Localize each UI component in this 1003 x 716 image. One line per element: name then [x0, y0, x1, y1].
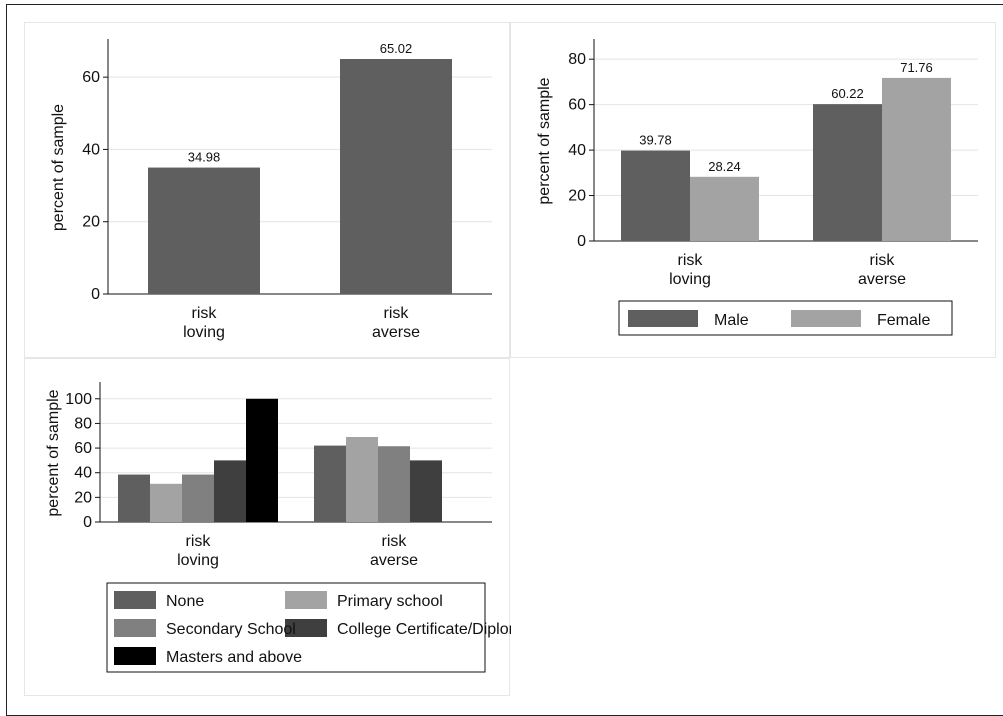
- y-tick-label: 60: [74, 440, 92, 457]
- chart-overall: 0 20 40 60 percent of sample 34.98 risk loving 6…: [50, 39, 492, 341]
- bar-value-label: 28.24: [708, 159, 741, 174]
- bar: [182, 474, 214, 522]
- y-tick-label: 80: [74, 415, 92, 432]
- chart-gender: 0 20 40 60 80 percent of sample 39.78 28.24 risk…: [536, 39, 978, 336]
- y-tick-label: 20: [74, 489, 92, 506]
- legend-label: None: [166, 593, 204, 610]
- x-tick-label: risk: [382, 533, 408, 550]
- bar: [346, 436, 378, 522]
- legend-label: College Certificate/Diploma: [337, 621, 511, 638]
- y-axis-label: percent of sample: [45, 389, 62, 516]
- x-tick-label: averse: [370, 552, 418, 569]
- bar-value-label: 34.98: [188, 150, 221, 165]
- y-tick-label: 40: [82, 141, 100, 158]
- x-tick-label: averse: [858, 271, 906, 288]
- legend-label: Secondary School: [166, 621, 296, 638]
- bar: [148, 167, 260, 294]
- x-tick-label: risk: [870, 252, 896, 269]
- x-tick-label: risk: [678, 252, 704, 269]
- legend-swatch: [791, 310, 861, 327]
- bar-value-label: 39.78: [639, 133, 672, 148]
- bar-value-label: 71.76: [900, 60, 933, 75]
- bar: [246, 398, 278, 522]
- x-tick-label: loving: [177, 552, 219, 569]
- bar: [690, 176, 759, 241]
- legend-swatch: [285, 619, 327, 637]
- panel-education: 0 20 40 60 80 100 percent of sample risk loving r…: [24, 358, 531, 696]
- legend-label: Female: [877, 312, 930, 329]
- bar-value-label: 60.22: [831, 86, 864, 101]
- bar: [378, 446, 410, 522]
- y-tick-label: 0: [91, 286, 100, 303]
- bar: [214, 460, 246, 522]
- x-tick-label: loving: [669, 271, 711, 288]
- x-tick-label: risk: [186, 533, 212, 550]
- legend-label: Male: [714, 312, 749, 329]
- x-tick-label: loving: [183, 324, 225, 341]
- bar: [621, 150, 690, 241]
- panel-gender: 0 20 40 60 80 percent of sample 39.78 28.24 risk…: [510, 22, 996, 358]
- y-tick-label: 0: [577, 233, 586, 250]
- x-tick-label: risk: [384, 305, 410, 322]
- bar-value-label: 65.02: [380, 41, 413, 56]
- y-tick-label: 0: [83, 514, 92, 531]
- legend-swatch: [285, 591, 327, 609]
- bar: [314, 445, 346, 522]
- bar: [410, 460, 442, 522]
- legend-label: Masters and above: [166, 649, 302, 666]
- bar: [882, 77, 951, 241]
- y-tick-label: 60: [82, 69, 100, 86]
- y-tick-label: 20: [568, 188, 586, 205]
- bar: [150, 483, 182, 522]
- legend-label: Primary school: [337, 593, 443, 610]
- y-axis-label: percent of sample: [536, 77, 553, 204]
- x-tick-label: averse: [372, 324, 420, 341]
- y-tick-label: 20: [82, 214, 100, 231]
- y-tick-label: 60: [568, 97, 586, 114]
- y-tick-label: 80: [568, 51, 586, 68]
- bar: [813, 104, 882, 242]
- y-axis-label: percent of sample: [50, 104, 67, 231]
- x-tick-label: risk: [192, 305, 218, 322]
- legend-swatch: [114, 619, 156, 637]
- legend-swatch: [628, 310, 698, 327]
- panel-overall: 0 20 40 60 percent of sample 34.98 risk loving 6…: [24, 22, 510, 358]
- y-tick-label: 100: [65, 391, 92, 408]
- legend-swatch: [114, 591, 156, 609]
- bar: [118, 474, 150, 522]
- y-tick-label: 40: [74, 465, 92, 482]
- y-tick-label: 40: [568, 142, 586, 159]
- legend-swatch: [114, 647, 156, 665]
- bar: [340, 58, 452, 294]
